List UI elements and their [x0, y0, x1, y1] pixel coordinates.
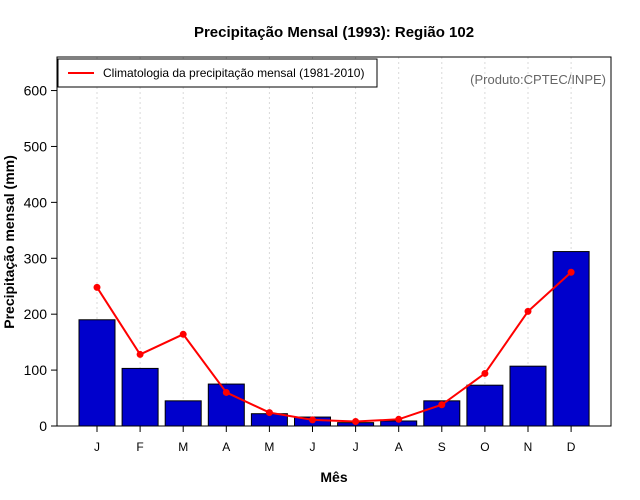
y-tick-label-5: 500: [24, 138, 48, 154]
climatology-point-4: [265, 409, 273, 417]
x-tick-label-4: M: [264, 440, 274, 454]
x-tick-label-11: D: [567, 440, 576, 454]
x-tick-label-1: F: [136, 440, 143, 454]
x-tick-label-3: A: [222, 440, 230, 454]
legend: Climatologia da precipitação mensal (198…: [57, 58, 378, 88]
y-tick-label-2: 200: [24, 306, 48, 322]
climatology-point-6: [352, 418, 360, 426]
x-tick-label-7: A: [395, 440, 403, 454]
x-tick-label-9: O: [480, 440, 489, 454]
y-tick-label-0: 0: [39, 418, 47, 434]
x-tick-label-2: M: [178, 440, 188, 454]
x-axis-label: Mês: [320, 469, 347, 485]
x-tick-label-6: J: [353, 440, 359, 454]
x-tick-label-0: J: [94, 440, 100, 454]
bar-0: [78, 319, 116, 427]
legend-box: [57, 58, 378, 88]
climatology-point-0: [93, 283, 101, 291]
plot-frame: [56, 56, 612, 427]
climatology-point-7: [395, 415, 403, 423]
bar-11: [552, 251, 590, 427]
y-tick-label-6: 600: [24, 83, 48, 99]
climatology-point-9: [481, 369, 489, 377]
bar-1: [121, 367, 159, 427]
climatology-point-1: [136, 350, 144, 358]
y-tick-label-4: 400: [24, 194, 48, 210]
bar-9: [466, 384, 504, 427]
climatology-point-3: [222, 388, 230, 396]
y-tick-label-1: 100: [24, 362, 48, 378]
climatology-line: [96, 271, 572, 423]
plot-area: 0 100 200 300 400 500 600 J F M A M J J A S O N D: [24, 56, 612, 454]
credit-text: (Produto:CPTEC/INPE): [470, 72, 606, 87]
x-tick-label-10: N: [524, 440, 533, 454]
climatology-point-5: [309, 416, 316, 424]
y-tick-label-3: 300: [24, 250, 48, 266]
x-tick-label-5: J: [310, 440, 316, 454]
climatology-point-8: [438, 401, 446, 409]
chart-title: Precipitação Mensal (1993): Região 102: [194, 24, 474, 41]
y-axis-label: Precipitação mensal (mm): [1, 155, 17, 329]
climatology-point-10: [524, 307, 532, 315]
bar-2: [164, 400, 202, 427]
x-tick-label-8: S: [438, 440, 446, 454]
bar-10: [509, 365, 547, 427]
climatology-point-2: [179, 330, 187, 338]
climatology-point-11: [567, 268, 575, 276]
legend-label: Climatologia da precipitação mensal (198…: [103, 66, 364, 80]
